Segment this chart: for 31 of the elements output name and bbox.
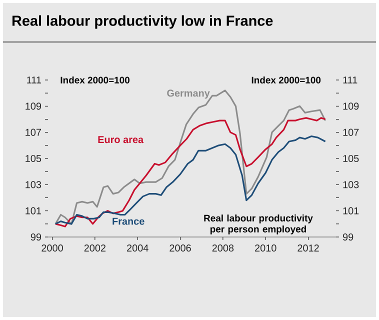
annotation: Index 2000=100 <box>60 76 130 84</box>
y-tick-label: 103 <box>343 181 359 188</box>
y-tick-label: 99 <box>342 233 354 241</box>
y-tick-label: 101 <box>343 207 359 214</box>
series-label: Germany <box>167 90 210 99</box>
annotation: Real labour productivity per person employed <box>204 214 313 234</box>
y2-tick-label: 103 <box>26 181 42 188</box>
x-tick-label: 2000 <box>42 244 63 252</box>
x-tick-label: 2006 <box>170 244 191 252</box>
line-series <box>54 117 326 228</box>
y2-tick-label: 99 <box>30 233 42 241</box>
y2-tick-label: 111 <box>27 76 42 84</box>
y-tick-label: 105 <box>343 154 359 162</box>
annotation: Index 2000=100 <box>252 76 321 84</box>
y2-tick-label: 101 <box>26 207 42 214</box>
x-tick-label: 2004 <box>127 244 148 252</box>
line-series <box>54 90 326 225</box>
y2-tick-label: 107 <box>26 128 41 136</box>
x-tick-label: 2008 <box>212 244 234 252</box>
series-label: France <box>112 218 144 225</box>
chart-title: Real labour productivity low in France <box>12 15 273 29</box>
x-tick-label: 2012 <box>298 244 319 252</box>
x-tick-label: 2002 <box>84 244 106 252</box>
y2-tick-label: 105 <box>26 154 42 162</box>
text: Euro area <box>98 136 144 144</box>
y-tick-label: 109 <box>343 102 359 110</box>
y-tick-label: 107 <box>343 128 359 136</box>
x-tick-label: 2010 <box>255 244 276 252</box>
y2-tick-label: 109 <box>26 102 42 110</box>
y-tick-label: 111 <box>343 76 358 84</box>
line-series <box>54 135 326 225</box>
